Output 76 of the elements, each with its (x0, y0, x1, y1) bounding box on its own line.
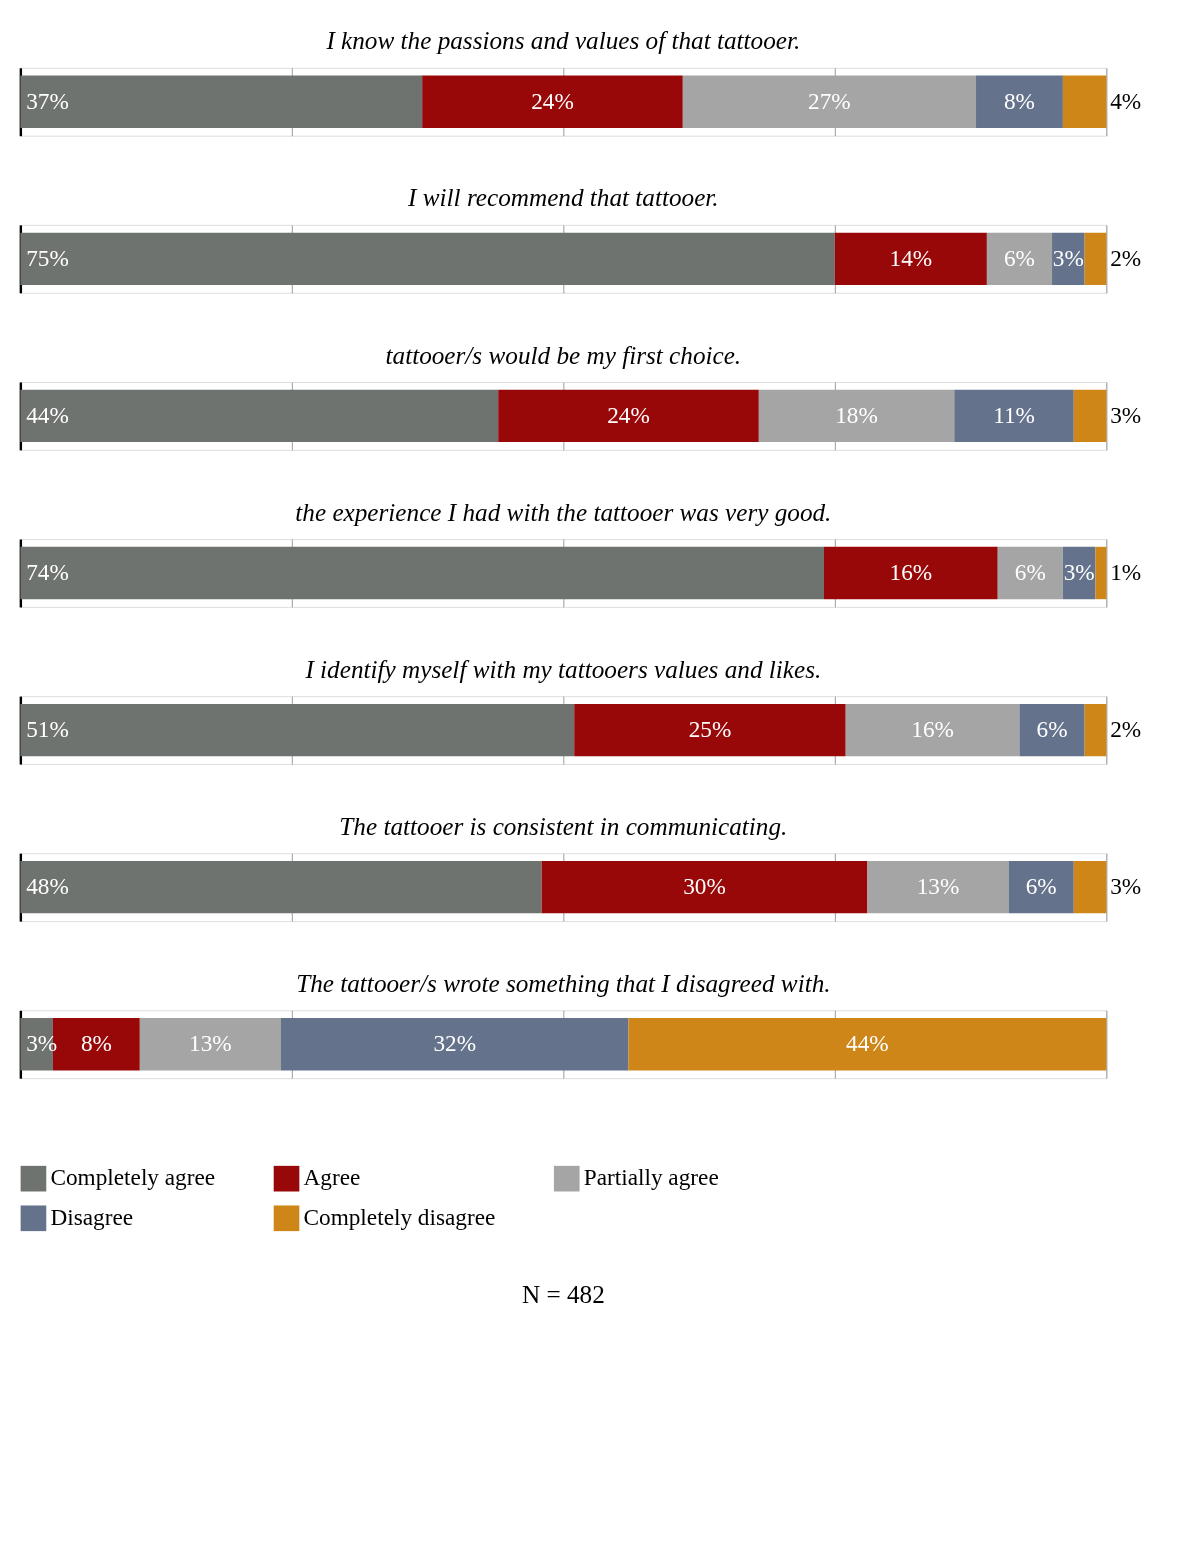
bar (1073, 389, 1107, 443)
bar (1084, 232, 1107, 286)
chart-title: I identify myself with my tattooers values and likes. (304, 655, 822, 683)
bar (823, 546, 998, 600)
data-label: 6% (1003, 244, 1035, 271)
chart-title: tattooer/s would be my first choice. (385, 341, 742, 369)
data-label: 25% (688, 715, 732, 742)
bar (541, 860, 868, 914)
data-label: 8% (80, 1030, 112, 1057)
data-label: 2% (1110, 244, 1142, 271)
bar (1095, 546, 1107, 600)
bar (1062, 75, 1107, 128)
chart-title: the experience I had with the tattooer was very good. (295, 498, 832, 526)
bar (20, 860, 542, 914)
data-label: 6% (1014, 558, 1046, 585)
bar (1073, 860, 1107, 914)
data-label: 11% (993, 401, 1035, 428)
bar (976, 75, 1063, 128)
data-label: 16% (889, 558, 933, 585)
data-label: 13% (189, 1030, 232, 1057)
data-label: 3% (1110, 401, 1142, 428)
data-label: 37% (26, 87, 69, 114)
text: N = 482 (521, 1281, 605, 1309)
data-label: 16% (911, 715, 954, 742)
data-label: 2% (1110, 715, 1142, 742)
data-label: 32% (433, 1030, 477, 1057)
bar (281, 1018, 629, 1071)
chart-title: I know the passions and values of that tattooer. (325, 27, 801, 55)
chart-title: The tattooer/s wrote something that I disagreed with. (296, 969, 831, 997)
bar (1084, 703, 1107, 757)
bar (574, 703, 846, 757)
legend-label: Partially agree (583, 1164, 719, 1191)
data-label: 44% (846, 1030, 889, 1057)
data-label: 6% (1036, 715, 1068, 742)
data-label: 24% (607, 401, 650, 428)
data-label: 14% (889, 244, 933, 271)
data-label: 24% (531, 87, 574, 114)
data-label: 18% (835, 401, 878, 428)
bar (986, 232, 1053, 286)
bar (20, 703, 575, 757)
bar (20, 232, 835, 286)
data-label: 27% (808, 87, 851, 114)
data-label: 8% (1003, 87, 1035, 114)
data-label: 13% (916, 872, 960, 899)
legend-label: Completely disagree (303, 1204, 496, 1231)
data-label: 4% (1110, 87, 1142, 114)
bar (20, 389, 499, 443)
data-label: 1% (1110, 558, 1142, 585)
legend-label: Disagree (50, 1204, 134, 1231)
data-label: 75% (26, 244, 69, 271)
bar (834, 232, 987, 286)
bar (1019, 703, 1085, 757)
bar (498, 389, 759, 443)
chart-title: The tattooer is consistent in communicating. (339, 812, 788, 840)
bar (1008, 860, 1074, 914)
bar (867, 860, 1009, 914)
data-label: 30% (683, 872, 726, 899)
chart-title: I will recommend that tattooer. (407, 184, 719, 212)
data-label: 44% (26, 401, 69, 428)
legend-label: Completely agree (50, 1164, 216, 1191)
bar (954, 389, 1074, 443)
data-label: 51% (26, 715, 69, 742)
data-label: 3% (1063, 558, 1095, 585)
legend-label: Agree (303, 1164, 361, 1191)
bar (997, 546, 1063, 600)
bar (139, 1018, 281, 1071)
bar (422, 75, 683, 128)
data-label: 48% (26, 872, 69, 899)
data-label: 3% (1052, 244, 1084, 271)
bar (845, 703, 1020, 757)
data-label: 6% (1025, 872, 1057, 899)
bar (20, 75, 423, 128)
bar (628, 1018, 1107, 1071)
data-label: 74% (26, 558, 69, 585)
data-label: 3% (1110, 872, 1142, 899)
bar (20, 546, 824, 600)
